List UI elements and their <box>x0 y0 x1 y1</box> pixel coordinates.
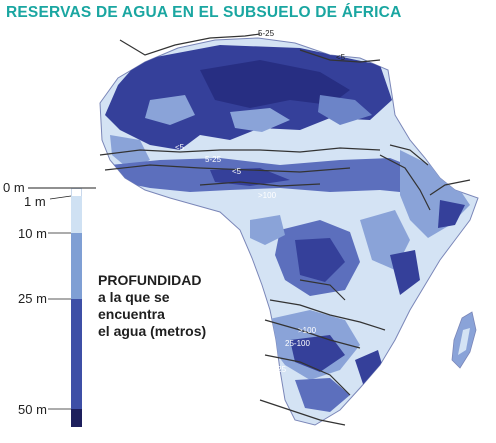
legend-title: PROFUNDIDAD a la que se encuentra el agu… <box>98 272 258 340</box>
zone-label-sahel-2: 5-25 <box>205 155 222 164</box>
zone-label-south-2: 25-100 <box>285 339 310 348</box>
zone-label-central: >100 <box>258 191 277 200</box>
tick-label-25m: 25 m <box>18 291 47 306</box>
zone-label-south-3: 5-25 <box>270 365 287 374</box>
tick-label-1m: 1 m <box>24 194 46 209</box>
legend-title-line-4: el agua (metros) <box>98 323 207 339</box>
band-25-50 <box>71 299 82 409</box>
zone-label-north-1: 5-25 <box>258 29 275 38</box>
tick-label-0m: 0 m <box>3 180 25 195</box>
zone-label-south-1: >100 <box>298 326 317 335</box>
legend-title-line-2: a la que se <box>98 289 170 305</box>
tick-label-10m: 10 m <box>18 226 47 241</box>
map-title: RESERVAS DE AGUA EN EL SUBSUELO DE ÁFRIC… <box>6 4 402 21</box>
band-50-plus <box>71 409 82 427</box>
band-1-10 <box>71 196 82 233</box>
legend-title-line-3: encuentra <box>98 306 165 322</box>
tick-label-50m: 50 m <box>18 402 47 417</box>
band-10-25 <box>71 233 82 299</box>
legend-tick-lines <box>28 187 96 410</box>
legend-title-line-1: PROFUNDIDAD <box>98 272 202 288</box>
contour-lines <box>99 33 471 426</box>
zone-label-north-2: <5 <box>336 53 346 62</box>
zone-label-sahel-3: <5 <box>232 167 242 176</box>
zone-label-sahel-1: <5 <box>175 143 185 152</box>
